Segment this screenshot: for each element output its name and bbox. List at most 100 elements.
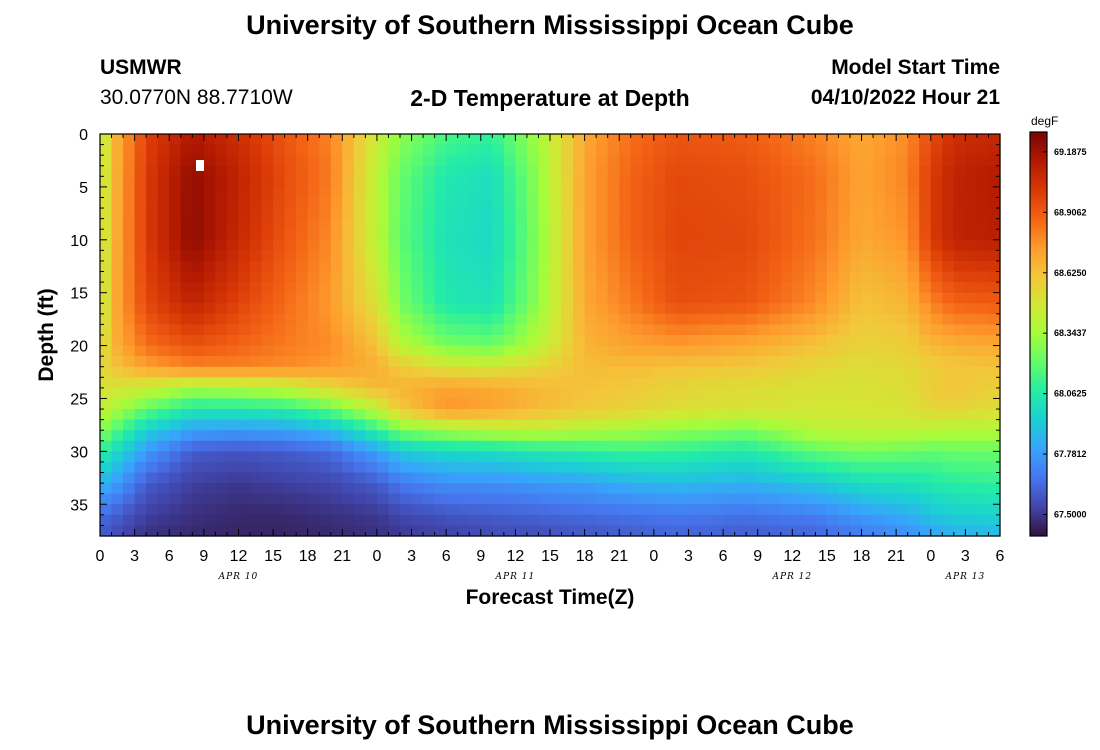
heatmap-cell	[850, 387, 863, 400]
heatmap-cell	[884, 472, 897, 484]
heatmap-cell	[226, 250, 240, 262]
heatmap-cell	[700, 493, 713, 505]
heatmap-cell	[919, 303, 932, 315]
heatmap-cell	[273, 303, 286, 315]
heatmap-cell	[953, 271, 966, 283]
heatmap-cell	[596, 440, 609, 452]
heatmap-cell	[180, 282, 193, 294]
heatmap-cell	[515, 366, 528, 378]
heatmap-cell	[919, 260, 932, 273]
heatmap-cell	[203, 155, 216, 167]
heatmap-cell	[642, 451, 655, 463]
heatmap-cell	[330, 303, 343, 315]
heatmap-cell	[284, 419, 297, 431]
heatmap-cell	[515, 398, 528, 410]
heatmap-cell	[665, 229, 678, 241]
heatmap-cell	[446, 176, 459, 188]
heatmap-cell	[665, 292, 678, 304]
heatmap-cell	[319, 324, 332, 336]
heatmap-cell	[376, 514, 390, 527]
heatmap-cell	[976, 345, 990, 357]
heatmap-cell	[423, 525, 436, 537]
heatmap-cell	[965, 377, 978, 389]
colorbar-tick-label: 68.3437	[1054, 328, 1087, 338]
heatmap-cell	[515, 493, 528, 505]
heatmap-cell	[238, 483, 251, 495]
heatmap-cell	[803, 197, 816, 209]
heatmap-cell	[250, 282, 263, 294]
heatmap-cell	[457, 155, 470, 167]
heatmap-cell	[711, 387, 724, 400]
heatmap-cell	[988, 313, 1001, 326]
heatmap-cell	[111, 461, 124, 474]
heatmap-cell	[711, 525, 724, 537]
x-tick-label: 0	[372, 548, 381, 565]
heatmap-cell	[850, 250, 863, 262]
heatmap-cell	[423, 229, 436, 241]
heatmap-cell	[700, 387, 713, 400]
heatmap-cell	[826, 239, 840, 251]
heatmap-cell	[203, 345, 216, 357]
heatmap-cell	[538, 461, 551, 474]
heatmap-cell	[942, 345, 955, 357]
heatmap-cell	[665, 440, 678, 452]
heatmap-cell	[480, 324, 493, 336]
heatmap-cell	[769, 398, 782, 410]
heatmap-cell	[330, 345, 343, 357]
heatmap-cell	[469, 461, 482, 474]
heatmap-cell	[376, 313, 390, 326]
heatmap-cell	[607, 419, 620, 431]
heatmap-cell	[342, 155, 355, 167]
heatmap-cell	[492, 377, 505, 389]
heatmap-cell	[826, 483, 840, 495]
heatmap-cell	[676, 483, 690, 495]
heatmap-cell	[953, 250, 966, 262]
heatmap-cell	[526, 303, 540, 315]
heatmap-cell	[169, 176, 182, 188]
heatmap-cell	[769, 218, 782, 230]
heatmap-cell	[157, 229, 170, 241]
heatmap-cell	[342, 292, 355, 304]
heatmap-cell	[803, 186, 816, 199]
heatmap-cell	[123, 155, 136, 167]
heatmap-cell	[434, 419, 447, 431]
heatmap-cell	[238, 504, 251, 516]
heatmap-cell	[780, 419, 793, 431]
heatmap-cell	[538, 313, 551, 326]
heatmap-cell	[503, 250, 516, 262]
heatmap-cell	[942, 335, 955, 347]
heatmap-cell	[792, 451, 805, 463]
heatmap-cell	[157, 525, 170, 537]
heatmap-cell	[411, 366, 424, 378]
heatmap-cell	[100, 176, 113, 188]
heatmap-cell	[284, 430, 297, 442]
heatmap-cell	[757, 271, 770, 283]
heatmap-cell	[492, 472, 505, 484]
heatmap-cell	[100, 525, 113, 537]
heatmap-cell	[723, 472, 736, 484]
heatmap-cell	[400, 250, 413, 262]
heatmap-cell	[653, 387, 666, 400]
heatmap-cell	[330, 504, 343, 516]
heatmap-cell	[907, 504, 920, 516]
heatmap-cell	[919, 176, 932, 188]
heatmap-cell	[388, 208, 401, 220]
heatmap-cell	[192, 313, 205, 326]
heatmap-cell	[584, 239, 597, 251]
heatmap-cell	[376, 292, 390, 304]
heatmap-cell	[873, 356, 886, 368]
heatmap-cell	[250, 525, 263, 537]
heatmap-cell	[873, 271, 886, 283]
heatmap-cell	[180, 356, 193, 368]
heatmap-cell	[342, 461, 355, 474]
heatmap-cell	[642, 440, 655, 452]
heatmap-cell	[400, 366, 413, 378]
heatmap-cell	[330, 165, 343, 177]
heatmap-cell	[873, 292, 886, 304]
heatmap-cell	[561, 440, 574, 452]
heatmap-cell	[850, 419, 863, 431]
heatmap-cell	[550, 208, 563, 220]
heatmap-cell	[526, 345, 540, 357]
heatmap-cell	[630, 134, 643, 146]
heatmap-cell	[226, 292, 240, 304]
